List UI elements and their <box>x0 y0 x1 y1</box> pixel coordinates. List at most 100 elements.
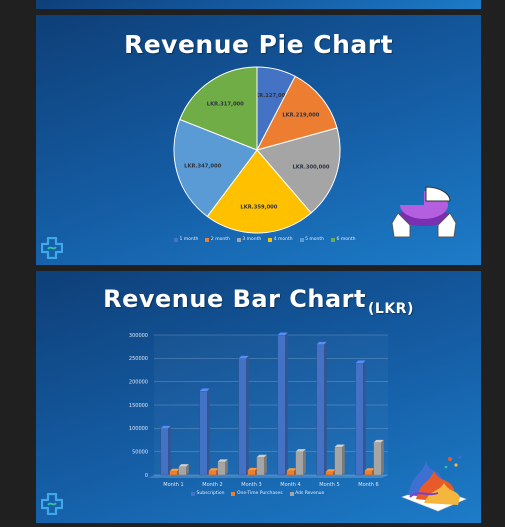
bar-ads-revenue-2 <box>217 461 226 476</box>
pie-slice-2 <box>256 75 338 151</box>
bar-side-face <box>285 332 288 475</box>
pie-legend-item: 5 month <box>299 237 325 242</box>
bar-top-face <box>169 468 180 472</box>
bar-top-face <box>217 459 228 462</box>
pie-legend: 1 month 2 month 3 month 4 month 5 month 6 mon… <box>174 237 355 242</box>
legend-label: One-Time Purchases <box>236 491 283 496</box>
legend-swatch <box>174 237 178 242</box>
bar-chart-title-unit: (LKR) <box>368 301 414 317</box>
bar-top-face <box>178 464 189 467</box>
x-tick-label: Month 2 <box>202 482 222 488</box>
bar-top-face <box>334 444 345 447</box>
pie-slice-5 <box>173 118 258 218</box>
pie-legend-item: 2 month <box>205 237 230 242</box>
bar-top-face <box>208 468 219 471</box>
bar-side-face <box>324 341 327 475</box>
legend-label: 4 month <box>273 237 293 242</box>
bar-top-face <box>160 425 171 429</box>
bar-top-face <box>295 449 306 452</box>
pie-data-label: LKR.359,000 <box>240 204 277 210</box>
bar-side-face <box>207 388 210 475</box>
plot-floor <box>148 475 388 478</box>
pie-data-label: LKR.347,000 <box>184 163 221 169</box>
legend-swatch <box>331 237 336 242</box>
bar-side-face <box>381 439 384 475</box>
legend-label: 6 month <box>336 237 356 242</box>
pie-chart-title: Revenue Pie Chart <box>123 30 394 59</box>
bar-subscription-3 <box>238 358 247 476</box>
bar-top-face <box>256 454 267 458</box>
bar-top-face <box>286 468 297 471</box>
bar-side-face <box>264 454 267 475</box>
bar-side-face <box>342 444 345 475</box>
bar-ads-revenue-1 <box>178 466 187 476</box>
bar-chart: 0 50000 100000 150000 200000 250000 300000 Mont… <box>129 332 388 488</box>
bar-subscription-5 <box>316 344 325 476</box>
bar-top-face <box>364 468 375 471</box>
bar-side-face <box>303 449 306 475</box>
bar-ads-revenue-6 <box>373 442 382 476</box>
legend-swatch <box>268 237 273 242</box>
legend-label: 1 month <box>179 237 199 242</box>
bar-one-time-purchases-5 <box>325 471 334 476</box>
bar-side-face <box>225 459 228 475</box>
legend-label: 3 month <box>242 237 262 242</box>
bar-top-face <box>373 439 384 443</box>
bar-chart-title-main: Revenue Bar Chart <box>103 285 366 313</box>
pie-legend-item: 3 month <box>236 237 262 242</box>
bar-top-face <box>199 388 210 391</box>
y-tick-label: 300000 <box>129 333 148 339</box>
bar-side-face <box>363 360 366 475</box>
bar-one-time-purchases-1 <box>169 471 178 476</box>
y-tick-label: 100000 <box>129 426 148 432</box>
legend-swatch <box>289 491 294 496</box>
bar-ads-revenue-5 <box>334 446 343 476</box>
legend-label: Subscription <box>196 491 225 496</box>
bar-subscription-1 <box>160 428 169 476</box>
bar-legend-item: Subscription <box>191 491 224 496</box>
legend-swatch <box>236 237 241 242</box>
bar-subscription-4 <box>277 334 286 476</box>
medical-cross-logo-icon <box>41 237 63 259</box>
pie-data-label: LKR.219,000 <box>282 112 319 118</box>
bar-ads-revenue-4 <box>295 451 304 476</box>
bar-side-face <box>246 355 249 475</box>
bar-top-face <box>316 341 327 345</box>
pie-chart: LKR.127,000 LKR.219,000 LKR.300,000 LKR.359… <box>173 66 341 234</box>
bar-side-face <box>186 464 189 475</box>
y-tick-label: 150000 <box>129 403 148 409</box>
x-tick-label: Month 6 <box>358 482 378 488</box>
legend-swatch <box>191 491 195 496</box>
legend-swatch <box>231 491 236 496</box>
bar-one-time-purchases-2 <box>208 470 217 476</box>
pie-data-label: LKR.317,000 <box>207 101 244 107</box>
bar-one-time-purchases-3 <box>247 470 256 476</box>
bar-subscription-6 <box>355 362 364 476</box>
bar-legend-item: Ads Revenue <box>289 491 325 496</box>
bar-side-face <box>168 425 171 475</box>
bar-one-time-purchases-4 <box>286 470 295 476</box>
pie-data-label: LKR.127,000 <box>252 93 289 99</box>
bar-top-face <box>247 467 258 471</box>
pie-slice-6 <box>179 66 258 151</box>
x-tick-label: Month 3 <box>241 482 261 488</box>
legend-swatch <box>205 237 210 242</box>
bar-top-face <box>355 360 366 363</box>
3d-chart-art-icon <box>401 455 467 512</box>
bar-ads-revenue-3 <box>256 457 265 476</box>
y-tick-label: 0 <box>145 473 148 479</box>
bar-chart-slide: Revenue Bar Chart (LKR) 0 50000 100000 15000… <box>36 271 481 523</box>
pie-legend-item: 6 month <box>331 237 355 242</box>
legend-label: Ads Revenue <box>295 491 325 496</box>
medical-cross-logo-icon <box>41 493 63 515</box>
x-tick-label: Month 1 <box>163 482 183 488</box>
legend-label: 5 month <box>305 237 325 242</box>
pie-hands-icon <box>391 186 457 238</box>
pie-legend-item: 4 month <box>268 237 293 242</box>
bar-legend: Subscription One-Time Purchases Ads Revenu… <box>191 491 324 496</box>
bar-one-time-purchases-6 <box>364 470 373 476</box>
bar-top-face <box>325 469 336 472</box>
pie-slice-3 <box>256 127 341 214</box>
previous-slide-edge <box>36 0 481 9</box>
bar-subscription-2 <box>199 390 208 476</box>
